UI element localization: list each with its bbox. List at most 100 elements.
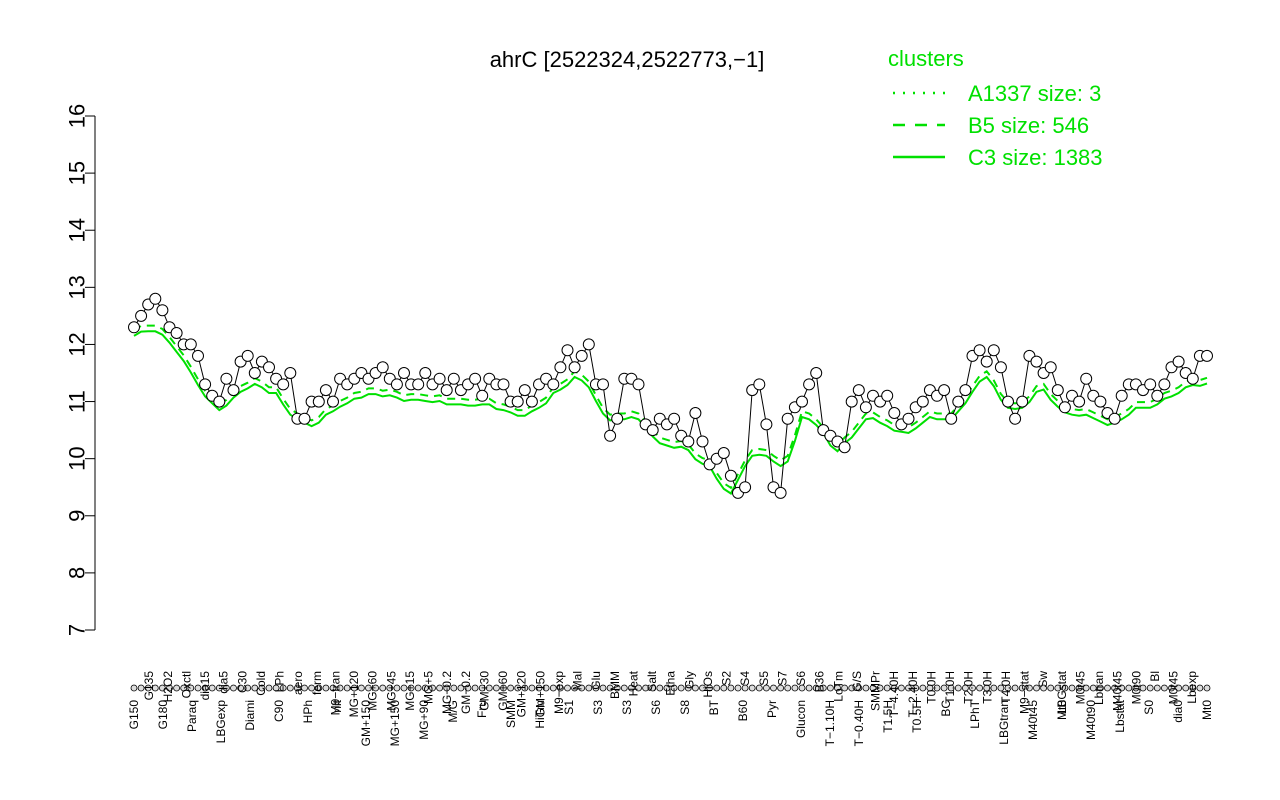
x-rug-mark [400,684,408,692]
data-point [1144,378,1157,391]
x-tick-label: T−1.10H [823,700,837,746]
x-tick-label: S0 [1142,700,1156,715]
x-rug-mark [301,684,308,692]
x-tick-label: M9−tran [329,671,343,715]
x-rug-mark [137,684,145,692]
x-rug-mark [827,684,834,692]
y-tick-label: 11 [65,390,90,413]
data-point [646,424,659,437]
x-rug-mark [1182,684,1190,692]
x-rug-mark [606,684,614,692]
x-rug-mark [436,684,444,692]
x-rug-mark [677,684,685,692]
data-point [810,367,823,379]
data-point [1030,355,1043,368]
x-rug-mark [628,684,635,692]
x-rug-mark [592,684,600,692]
legend-entry: C3 size: 1383 [968,145,1103,170]
data-point [994,361,1007,374]
data-point [1108,412,1121,425]
x-rug-mark [350,684,358,692]
x-rug-mark [130,684,138,692]
series-line-b5 [133,324,1208,490]
x-rug-mark [926,684,934,692]
x-rug-mark [912,684,920,692]
data-point [724,469,737,482]
x-rug-mark [187,684,195,692]
data-point [135,309,148,322]
data-point [184,338,197,351]
x-tick-label: dia5 [217,671,231,694]
x-rug-mark [947,684,955,692]
x-rug-mark [230,684,237,692]
x-rug-mark [1033,684,1040,692]
data-point [1058,401,1071,414]
x-tick-label: S6 [794,671,808,686]
x-tick-label: Salt [645,670,659,691]
data-point [277,378,290,391]
x-rug-mark [1111,684,1118,692]
x-rug-mark [542,684,550,692]
data-point [774,486,787,499]
y-tick-label: 16 [65,104,90,128]
x-rug-mark [379,684,387,692]
x-rug-mark [272,684,280,692]
x-rug-mark [194,684,202,692]
x-rug-mark [1068,684,1076,692]
x-tick-label: Mt0 [1200,700,1214,720]
data-point [845,395,858,408]
x-rug-mark [564,684,571,692]
data-point [1002,395,1014,408]
data-point [398,367,410,379]
x-tick-label: MG+150 [388,700,402,747]
x-tick-label: G180 [156,700,170,730]
x-rug-mark [222,684,230,692]
x-rug-mark [336,684,344,692]
x-rug-mark [414,684,422,692]
data-point [213,395,226,408]
x-tick-label: Sw [1036,671,1050,688]
x-rug-mark [798,684,806,692]
x-tick-label: Bl [1148,671,1162,682]
x-tick-label: GM+30 [478,671,492,711]
x-tick-label: Cold [254,671,268,696]
x-rug-mark [315,684,323,692]
x-tick-label: MG+5 [422,671,436,704]
x-tick-label: MG+15 [403,671,417,711]
x-rug-mark [443,684,451,692]
data-point [852,384,865,397]
x-rug-mark [144,684,152,692]
x-rug-mark [1168,684,1175,692]
x-rug-mark [393,684,401,692]
x-tick-label: S8 [678,700,692,715]
x-tick-label: Diami [243,700,257,731]
x-rug-mark [962,684,969,692]
x-rug-mark [549,684,557,692]
x-tick-label: GM−0.2 [459,671,473,714]
x-rug-mark [684,684,692,692]
data-point [1009,412,1022,425]
data-point [547,378,560,391]
x-rug-mark [919,684,927,692]
x-tick-label: MG+45 [384,671,398,711]
data-point [1172,355,1185,368]
data-point [938,384,951,397]
x-rug-mark [876,684,884,692]
x-rug-mark [1097,684,1104,692]
x-rug-mark [805,684,813,692]
x-rug-mark [158,684,166,692]
x-rug-mark [279,684,287,692]
x-rug-mark [755,684,763,692]
x-rug-mark [905,684,912,692]
x-rug-mark [976,684,983,692]
x-tick-label: GM+150 [533,671,547,718]
x-tick-label: B36 [813,671,827,693]
x-rug-mark [464,684,472,692]
x-tick-label: S3 [620,700,634,715]
data-point [419,367,432,379]
data-point [376,361,389,374]
x-tick-label: M40t45 [1026,700,1040,740]
y-tick-label: 12 [65,332,90,356]
x-tick-label: GM+120 [515,671,529,718]
x-tick-label: dia15 [198,671,212,701]
